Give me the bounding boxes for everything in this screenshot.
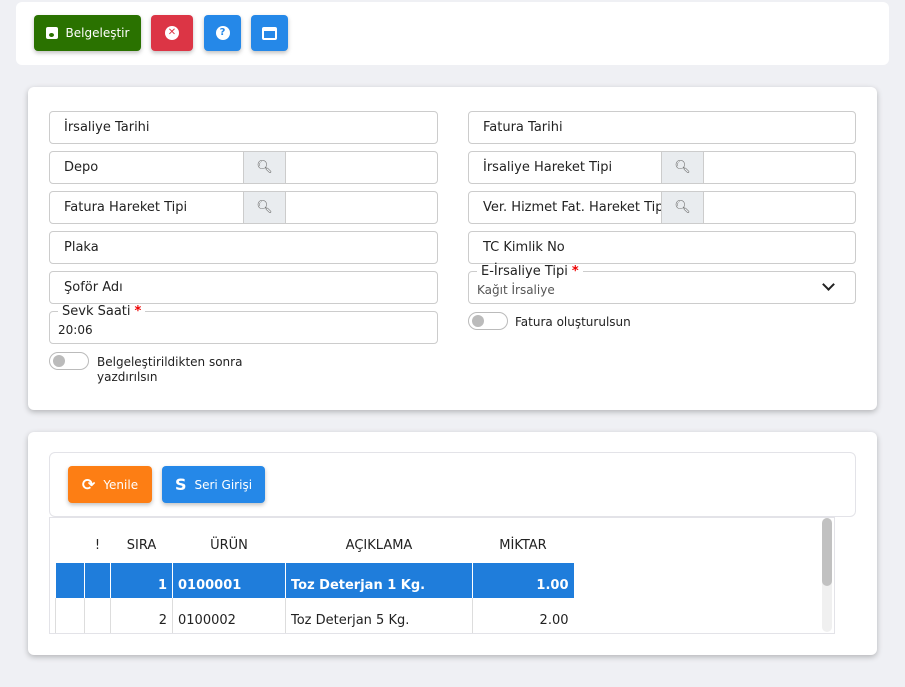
toolbar-card — [16, 2, 889, 65]
col-urun[interactable]: ÜRÜN — [210, 537, 248, 553]
irsaliye-hareket-tipi-field[interactable]: İrsaliye Hareket Tipi 🔍︎ — [468, 151, 856, 184]
sofor-adi-label: Şoför Adı — [64, 280, 123, 295]
question-circle-icon: ? — [215, 26, 230, 40]
table-row[interactable]: 2 0100002 Toz Deterjan 5 Kg. 2.00 — [55, 598, 574, 633]
ver-hizmet-field[interactable]: Ver. Hizmet Fat. Hareket Tipi 🔍︎ — [468, 191, 856, 224]
grid-toolbar — [49, 452, 856, 517]
print-toggle-label: Belgeleştirildikten sonra yazdırılsın — [97, 355, 243, 384]
col-miktar[interactable]: MİKTAR — [499, 537, 547, 553]
cell-aciklama: Toz Deterjan 5 Kg. — [285, 598, 473, 633]
print-toggle[interactable] — [49, 352, 89, 370]
yenile-label: Yenile — [103, 477, 139, 492]
ver-hizmet-search-button[interactable]: 🔍︎ — [661, 192, 704, 223]
sevk-saati-field[interactable]: Sevk Saati * 20:06 — [49, 304, 438, 344]
vertical-scrollbar[interactable] — [822, 518, 832, 632]
col-sira[interactable]: SIRA — [126, 537, 157, 553]
cancel-button[interactable]: ✕ — [151, 15, 193, 51]
refresh-icon: ⟳ — [81, 475, 96, 494]
belgelestir-button[interactable]: Belgeleştir — [34, 15, 141, 51]
window-icon — [262, 26, 277, 40]
col-aciklama[interactable]: AÇIKLAMA — [345, 537, 413, 553]
help-button[interactable]: ? — [204, 15, 241, 51]
plaka-label: Plaka — [64, 240, 99, 255]
irsaliye-hareket-tipi-label: İrsaliye Hareket Tipi — [483, 160, 613, 175]
e-irsaliye-value: Kağıt İrsaliye — [477, 283, 555, 297]
cell-urun: 0100001 — [172, 563, 286, 598]
close-circle-icon: ✕ — [165, 26, 179, 40]
search-icon: 🔍︎ — [256, 160, 273, 175]
window-button[interactable] — [251, 15, 288, 51]
yenile-button[interactable]: ⟳ Yenile — [68, 466, 152, 503]
col-warning[interactable]: ! — [94, 537, 101, 553]
items-table: ! SIRA ÜRÜN AÇIKLAMA MİKTAR 1 0100001 Toz … — [55, 527, 574, 633]
serial-s-icon: S — [174, 475, 187, 494]
search-icon: 🔍︎ — [674, 160, 691, 175]
e-irsaliye-tipi-select[interactable]: E-İrsaliye Tipi * Kağıt İrsaliye — [468, 264, 856, 304]
irsaliye-tarihi-field[interactable]: İrsaliye Tarihi — [49, 111, 438, 144]
cell-aciklama: Toz Deterjan 1 Kg. — [285, 563, 473, 598]
fatura-tarihi-label: Fatura Tarihi — [483, 120, 563, 135]
depo-label: Depo — [64, 160, 99, 175]
col-select[interactable] — [56, 527, 85, 563]
chevron-down-icon — [822, 278, 835, 291]
search-icon: 🔍︎ — [256, 200, 273, 215]
e-irsaliye-label: E-İrsaliye Tipi * — [477, 264, 583, 279]
depo-search-button[interactable]: 🔍︎ — [243, 152, 286, 183]
ver-hizmet-label: Ver. Hizmet Fat. Hareket Tipi — [483, 200, 668, 215]
cell-sira: 2 — [110, 598, 173, 633]
sevk-saati-value: 20:06 — [58, 323, 93, 337]
tc-kimlik-field[interactable]: TC Kimlik No — [468, 231, 856, 264]
cell-miktar: 1.00 — [472, 563, 574, 598]
scrollbar-thumb[interactable] — [822, 518, 832, 586]
seri-girisi-label: Seri Girişi — [194, 477, 253, 492]
table-row[interactable]: 1 0100001 Toz Deterjan 1 Kg. 1.00 — [55, 563, 574, 598]
tc-kimlik-label: TC Kimlik No — [483, 240, 565, 255]
sofor-adi-field[interactable]: Şoför Adı — [49, 271, 438, 304]
cell-sira: 1 — [110, 563, 173, 598]
sevk-saati-label: Sevk Saati * — [58, 304, 146, 319]
save-icon — [45, 27, 58, 39]
invoice-toggle[interactable] — [468, 312, 508, 330]
grid-bottom-mask — [50, 633, 835, 653]
irsaliye-hareket-search-button[interactable]: 🔍︎ — [661, 152, 704, 183]
fatura-tarihi-field[interactable]: Fatura Tarihi — [468, 111, 856, 144]
search-icon: 🔍︎ — [674, 200, 691, 215]
irsaliye-tarihi-label: İrsaliye Tarihi — [64, 120, 150, 135]
table-header: ! SIRA ÜRÜN AÇIKLAMA MİKTAR — [56, 527, 574, 563]
fatura-hareket-search-button[interactable]: 🔍︎ — [243, 192, 286, 223]
cell-urun: 0100002 — [172, 598, 286, 633]
invoice-toggle-label: Fatura oluşturulsun — [515, 315, 631, 329]
cell-miktar: 2.00 — [472, 598, 574, 633]
fatura-hareket-tipi-label: Fatura Hareket Tipi — [64, 200, 188, 215]
belgelestir-label: Belgeleştir — [65, 26, 130, 40]
fatura-hareket-tipi-field[interactable]: Fatura Hareket Tipi 🔍︎ — [49, 191, 438, 224]
seri-girisi-button[interactable]: S Seri Girişi — [162, 466, 265, 503]
plaka-field[interactable]: Plaka — [49, 231, 438, 264]
depo-field[interactable]: Depo 🔍︎ — [49, 151, 438, 184]
